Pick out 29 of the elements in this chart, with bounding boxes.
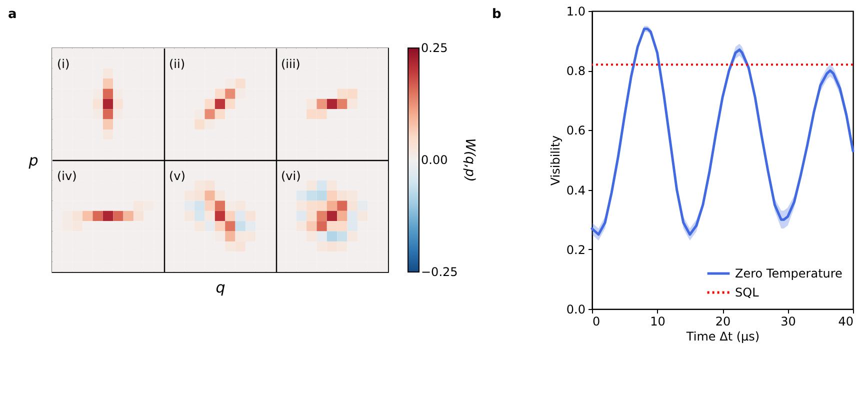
annotation: (vi): [281, 169, 301, 183]
legend-label: SQL: [735, 286, 760, 300]
legend-label: Zero Temperature: [735, 266, 842, 280]
y-tick-label: 0.4: [566, 183, 586, 198]
chart-title: a: [8, 7, 17, 22]
annotation: (iii): [281, 57, 300, 71]
annotation: (i): [57, 57, 70, 71]
chart-title: b: [492, 7, 502, 22]
x-tick-label: 10: [650, 314, 666, 328]
y-tick-label: 0.2: [566, 242, 586, 257]
x-tick-label: 30: [780, 314, 796, 328]
color-bar-label: 0.00: [421, 153, 448, 167]
y-axis-title: p: [28, 152, 38, 170]
y-tick-label: 0.0: [566, 302, 586, 316]
y-axis-title: Visibility: [548, 135, 562, 186]
x-tick-label: 0: [592, 314, 600, 328]
x-axis-title: Time Δt (μs): [685, 330, 760, 344]
annotation: (iv): [57, 169, 77, 183]
annotation: (v): [169, 169, 186, 183]
y-tick-label: 1.0: [566, 4, 586, 18]
color-bar-title: W(q,p): [462, 138, 477, 182]
color-bar-label: −0.25: [421, 265, 458, 279]
annotation: (ii): [169, 57, 186, 71]
x-axis-title: q: [216, 278, 226, 296]
color-bar-label: 0.25: [421, 41, 448, 55]
x-tick-label: 20: [715, 314, 731, 328]
y-tick-label: 0.8: [566, 64, 586, 78]
y-tick-label: 0.6: [566, 124, 586, 138]
x-tick-label: 40: [838, 314, 854, 328]
